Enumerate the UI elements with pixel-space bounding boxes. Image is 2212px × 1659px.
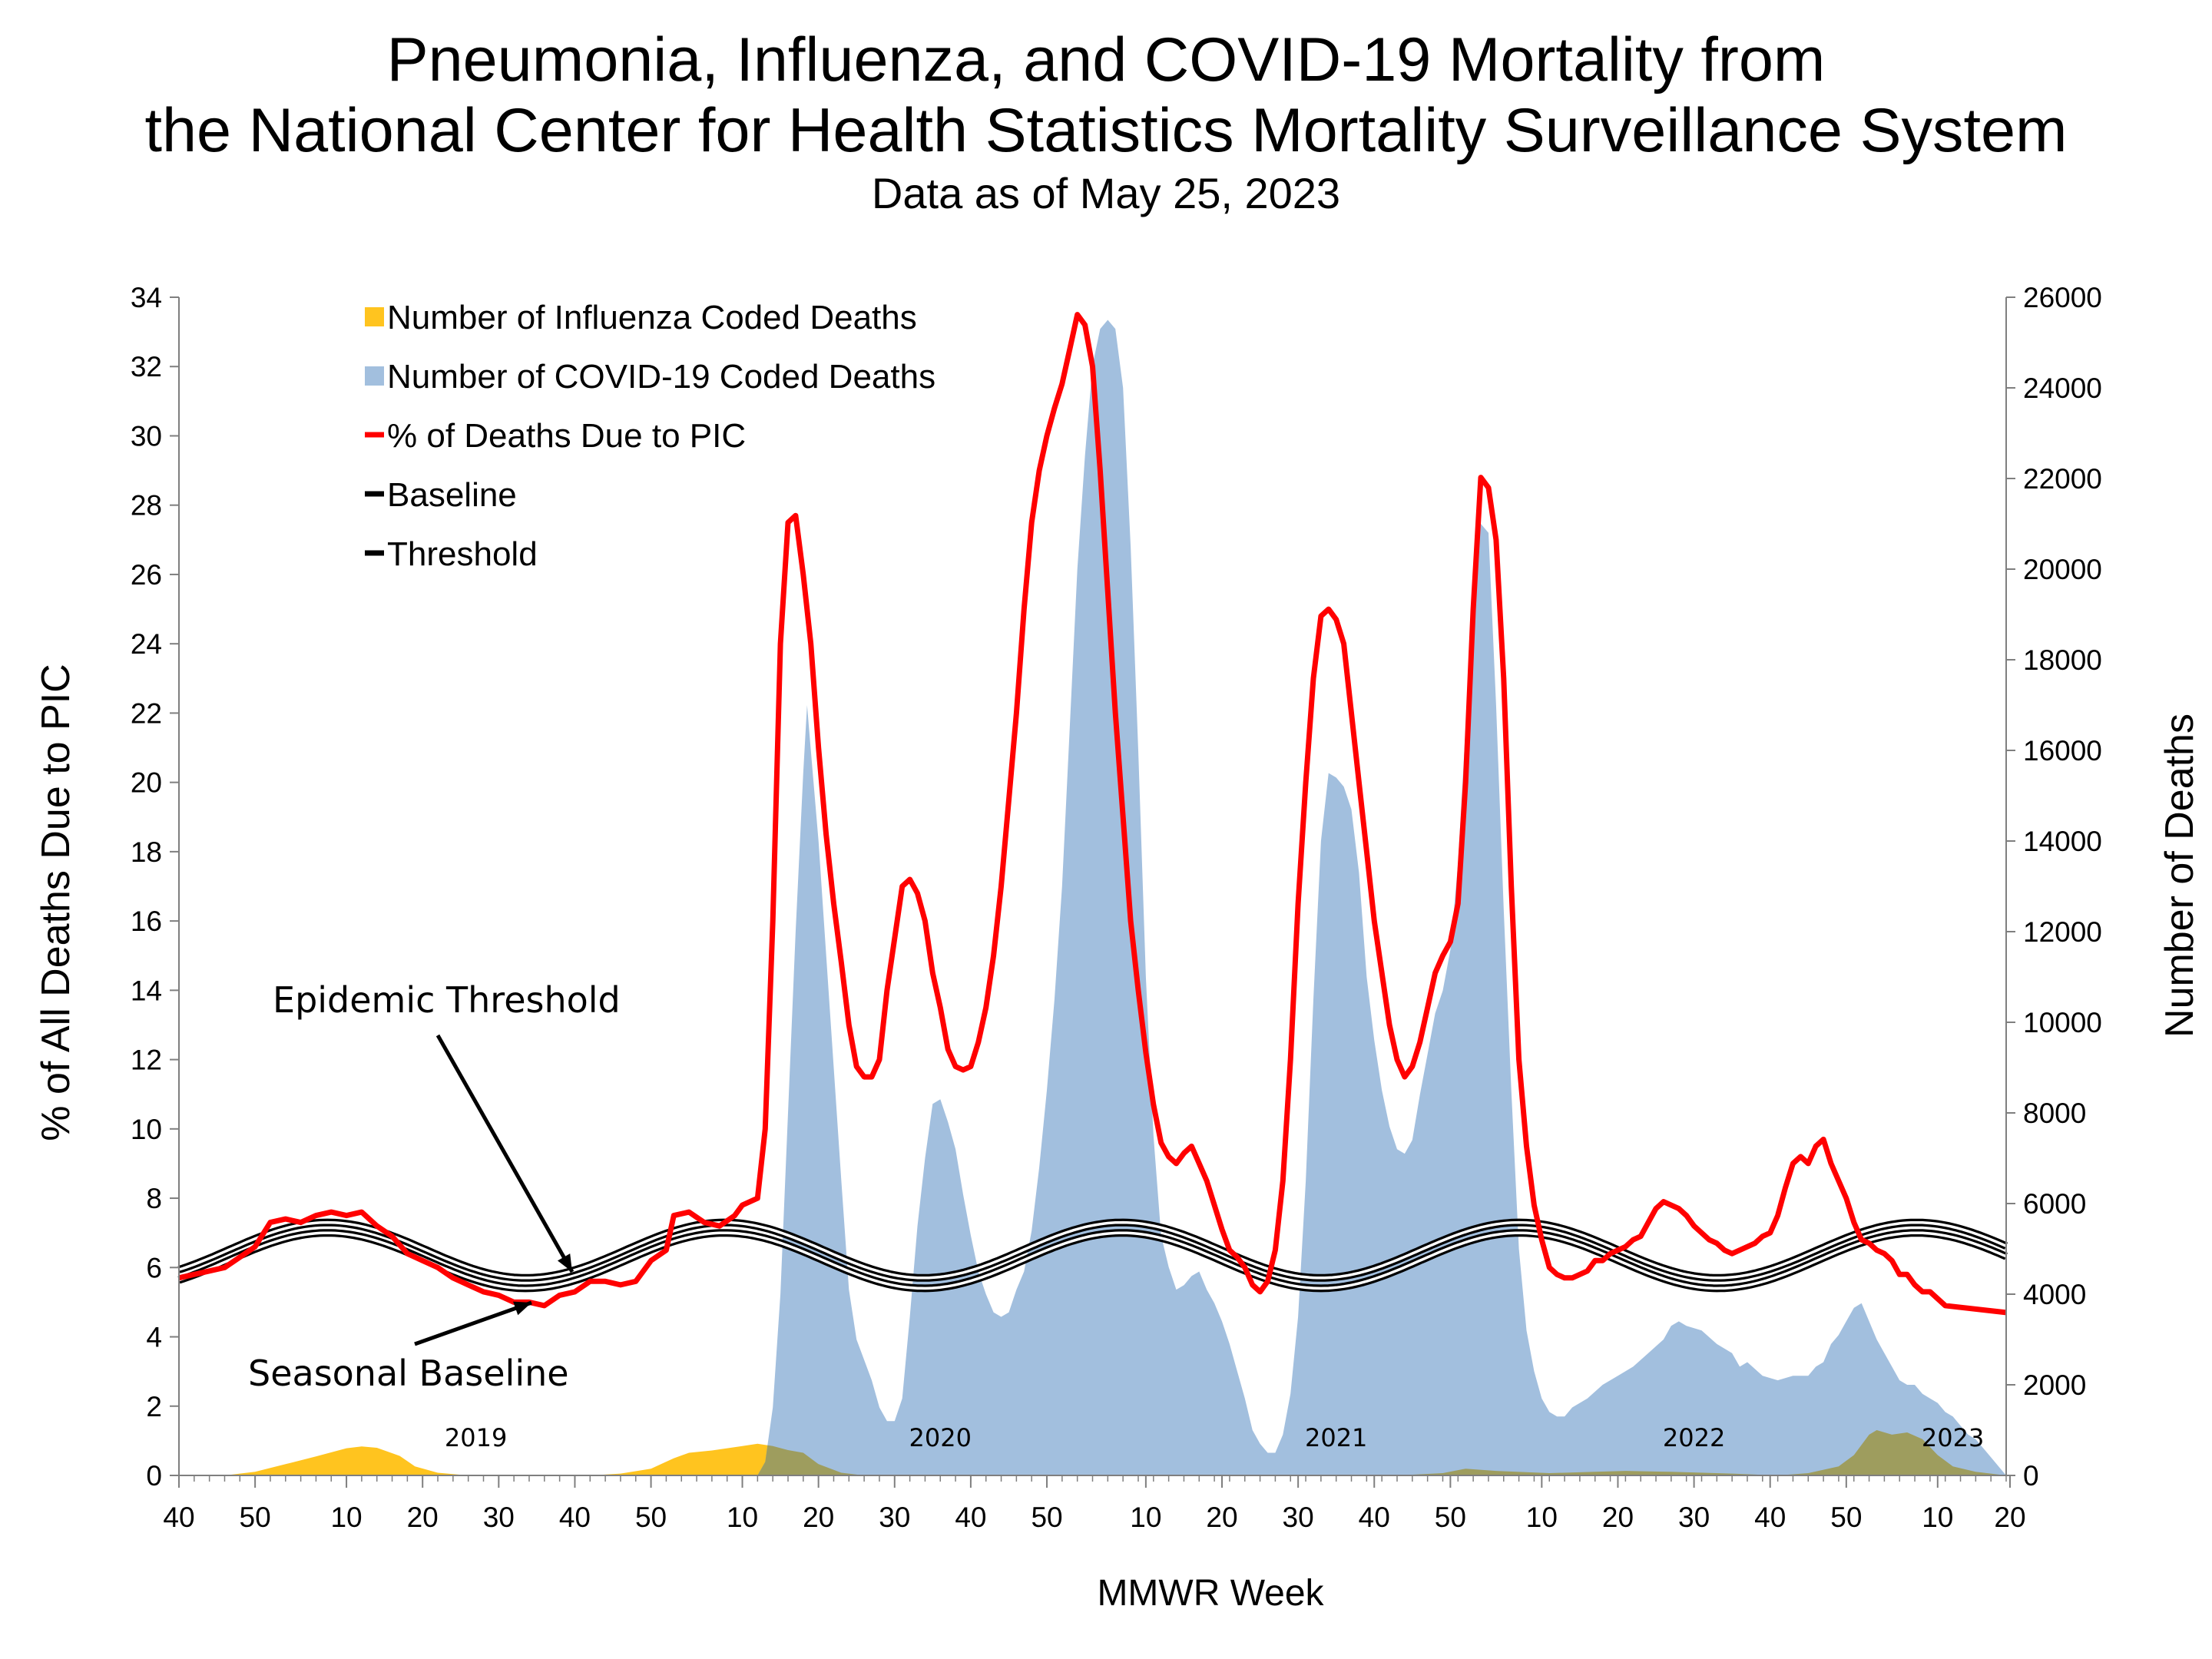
y-left-tick-label: 18 xyxy=(131,836,162,868)
y-left-tick-label: 4 xyxy=(146,1322,162,1353)
y-right-tick-label: 6000 xyxy=(2023,1188,2086,1220)
x-tick-label: 20 xyxy=(407,1502,439,1533)
x-tick-label: 40 xyxy=(559,1502,591,1533)
y-right-tick-label: 2000 xyxy=(2023,1369,2086,1401)
y-right-tick-label: 0 xyxy=(2023,1460,2039,1492)
y-left-tick-label: 14 xyxy=(131,975,162,1006)
x-tick-label: 30 xyxy=(483,1502,515,1533)
y-left-tick-label: 16 xyxy=(131,906,162,937)
x-tick-label: 20 xyxy=(1994,1502,2025,1533)
x-tick-label: 10 xyxy=(330,1502,362,1533)
legend-swatch-influenza xyxy=(365,307,384,326)
year-label: 2021 xyxy=(1305,1423,1367,1452)
x-tick-label: 20 xyxy=(1206,1502,1237,1533)
y-left-tick-label: 28 xyxy=(131,490,162,522)
legend-label-baseline: Baseline xyxy=(387,476,517,514)
x-tick-label: 30 xyxy=(1283,1502,1314,1533)
chart-title-line2: the National Center for Health Statistic… xyxy=(144,96,2068,165)
seasonal-baseline-arrow-head xyxy=(513,1301,531,1316)
area-layer xyxy=(179,320,2006,1475)
y-left-tick-label: 20 xyxy=(131,767,162,799)
chart-title-line1: Pneumonia, Influenza, and COVID-19 Morta… xyxy=(386,25,1826,94)
seasonal-baseline-arrow-shaft xyxy=(414,1300,532,1346)
y-right-tick-label: 8000 xyxy=(2023,1098,2086,1129)
y-left-tick-label: 34 xyxy=(131,282,162,313)
legend-label-pic: % of Deaths Due to PIC xyxy=(387,417,746,455)
epidemic-threshold-annotation: Epidemic Threshold xyxy=(273,979,621,1021)
chart-titles: Pneumonia, Influenza, and COVID-19 Morta… xyxy=(0,25,2212,221)
x-tick-label: 10 xyxy=(1526,1502,1558,1533)
y-left-tick-label: 12 xyxy=(131,1045,162,1076)
baseline-line xyxy=(178,1231,2007,1290)
x-tick-label: 50 xyxy=(1435,1502,1466,1533)
covid-deaths-area xyxy=(179,320,2006,1475)
y-axis-left-label: % of All Deaths Due to PIC xyxy=(34,664,78,1141)
axes-layer: 0246810121416182022242628303234020004000… xyxy=(131,282,2102,1533)
chart-subtitle: Data as of May 25, 2023 xyxy=(871,169,1341,217)
y-left-tick-label: 24 xyxy=(131,628,162,660)
year-label: 2020 xyxy=(909,1423,972,1452)
y-right-tick-label: 18000 xyxy=(2023,644,2102,676)
y-left-tick-label: 22 xyxy=(131,697,162,729)
y-left-tick-label: 30 xyxy=(131,420,162,452)
legend-swatch-covid xyxy=(365,366,384,386)
x-tick-label: 20 xyxy=(1602,1502,1634,1533)
epidemic-threshold-arrow-head xyxy=(557,1253,572,1272)
y-axis-right-label: Number of Deaths xyxy=(2157,714,2202,1038)
year-label: 2019 xyxy=(445,1423,507,1452)
y-left-tick-label: 6 xyxy=(146,1252,162,1283)
y-right-tick-label: 20000 xyxy=(2023,554,2102,585)
y-right-tick-label: 12000 xyxy=(2023,916,2102,948)
x-tick-label: 30 xyxy=(879,1502,910,1533)
x-tick-label: 40 xyxy=(955,1502,986,1533)
y-right-tick-label: 10000 xyxy=(2023,1007,2102,1038)
x-tick-label: 20 xyxy=(803,1502,834,1533)
year-label: 2022 xyxy=(1663,1423,1725,1452)
y-right-tick-label: 14000 xyxy=(2023,826,2102,857)
seasonal-baseline-annotation: Seasonal Baseline xyxy=(248,1353,569,1394)
line-layer xyxy=(177,312,2008,1316)
x-axis-label: MMWR Week xyxy=(1097,1573,1324,1614)
legend-label-influenza: Number of Influenza Coded Deaths xyxy=(387,299,917,336)
y-left-tick-label: 8 xyxy=(146,1183,162,1214)
x-tick-label: 10 xyxy=(1130,1502,1161,1533)
legend: Number of Influenza Coded Deaths Number o… xyxy=(365,299,935,573)
x-tick-label: 50 xyxy=(635,1502,667,1533)
y-right-tick-label: 22000 xyxy=(2023,463,2102,495)
y-left-tick-label: 32 xyxy=(131,351,162,382)
x-tick-label: 50 xyxy=(1031,1502,1062,1533)
legend-label-threshold: Threshold xyxy=(387,535,538,573)
y-left-tick-label: 26 xyxy=(131,559,162,591)
annotations: Epidemic Threshold Seasonal Baseline xyxy=(248,979,621,1394)
y-left-tick-label: 2 xyxy=(146,1391,162,1422)
legend-label-covid: Number of COVID-19 Coded Deaths xyxy=(387,358,935,396)
year-label: 2023 xyxy=(1922,1423,1984,1452)
y-left-tick-label: 0 xyxy=(146,1460,162,1492)
y-right-tick-label: 16000 xyxy=(2023,735,2102,767)
threshold-line xyxy=(178,1220,2007,1280)
x-tick-label: 10 xyxy=(727,1502,758,1533)
y-right-tick-label: 4000 xyxy=(2023,1279,2086,1310)
pic-percent-line xyxy=(178,312,2007,1316)
y-right-tick-label: 24000 xyxy=(2023,373,2102,404)
y-left-tick-label: 10 xyxy=(131,1114,162,1145)
x-tick-label: 40 xyxy=(1359,1502,1390,1533)
x-tick-label: 50 xyxy=(240,1502,271,1533)
y-right-tick-label: 26000 xyxy=(2023,282,2102,313)
epidemic-threshold-arrow-shaft xyxy=(435,1034,575,1273)
x-tick-label: 50 xyxy=(1830,1502,1862,1533)
x-tick-label: 40 xyxy=(163,1502,194,1533)
x-tick-label: 10 xyxy=(1922,1502,1953,1533)
x-tick-label: 40 xyxy=(1754,1502,1786,1533)
x-tick-label: 30 xyxy=(1678,1502,1710,1533)
